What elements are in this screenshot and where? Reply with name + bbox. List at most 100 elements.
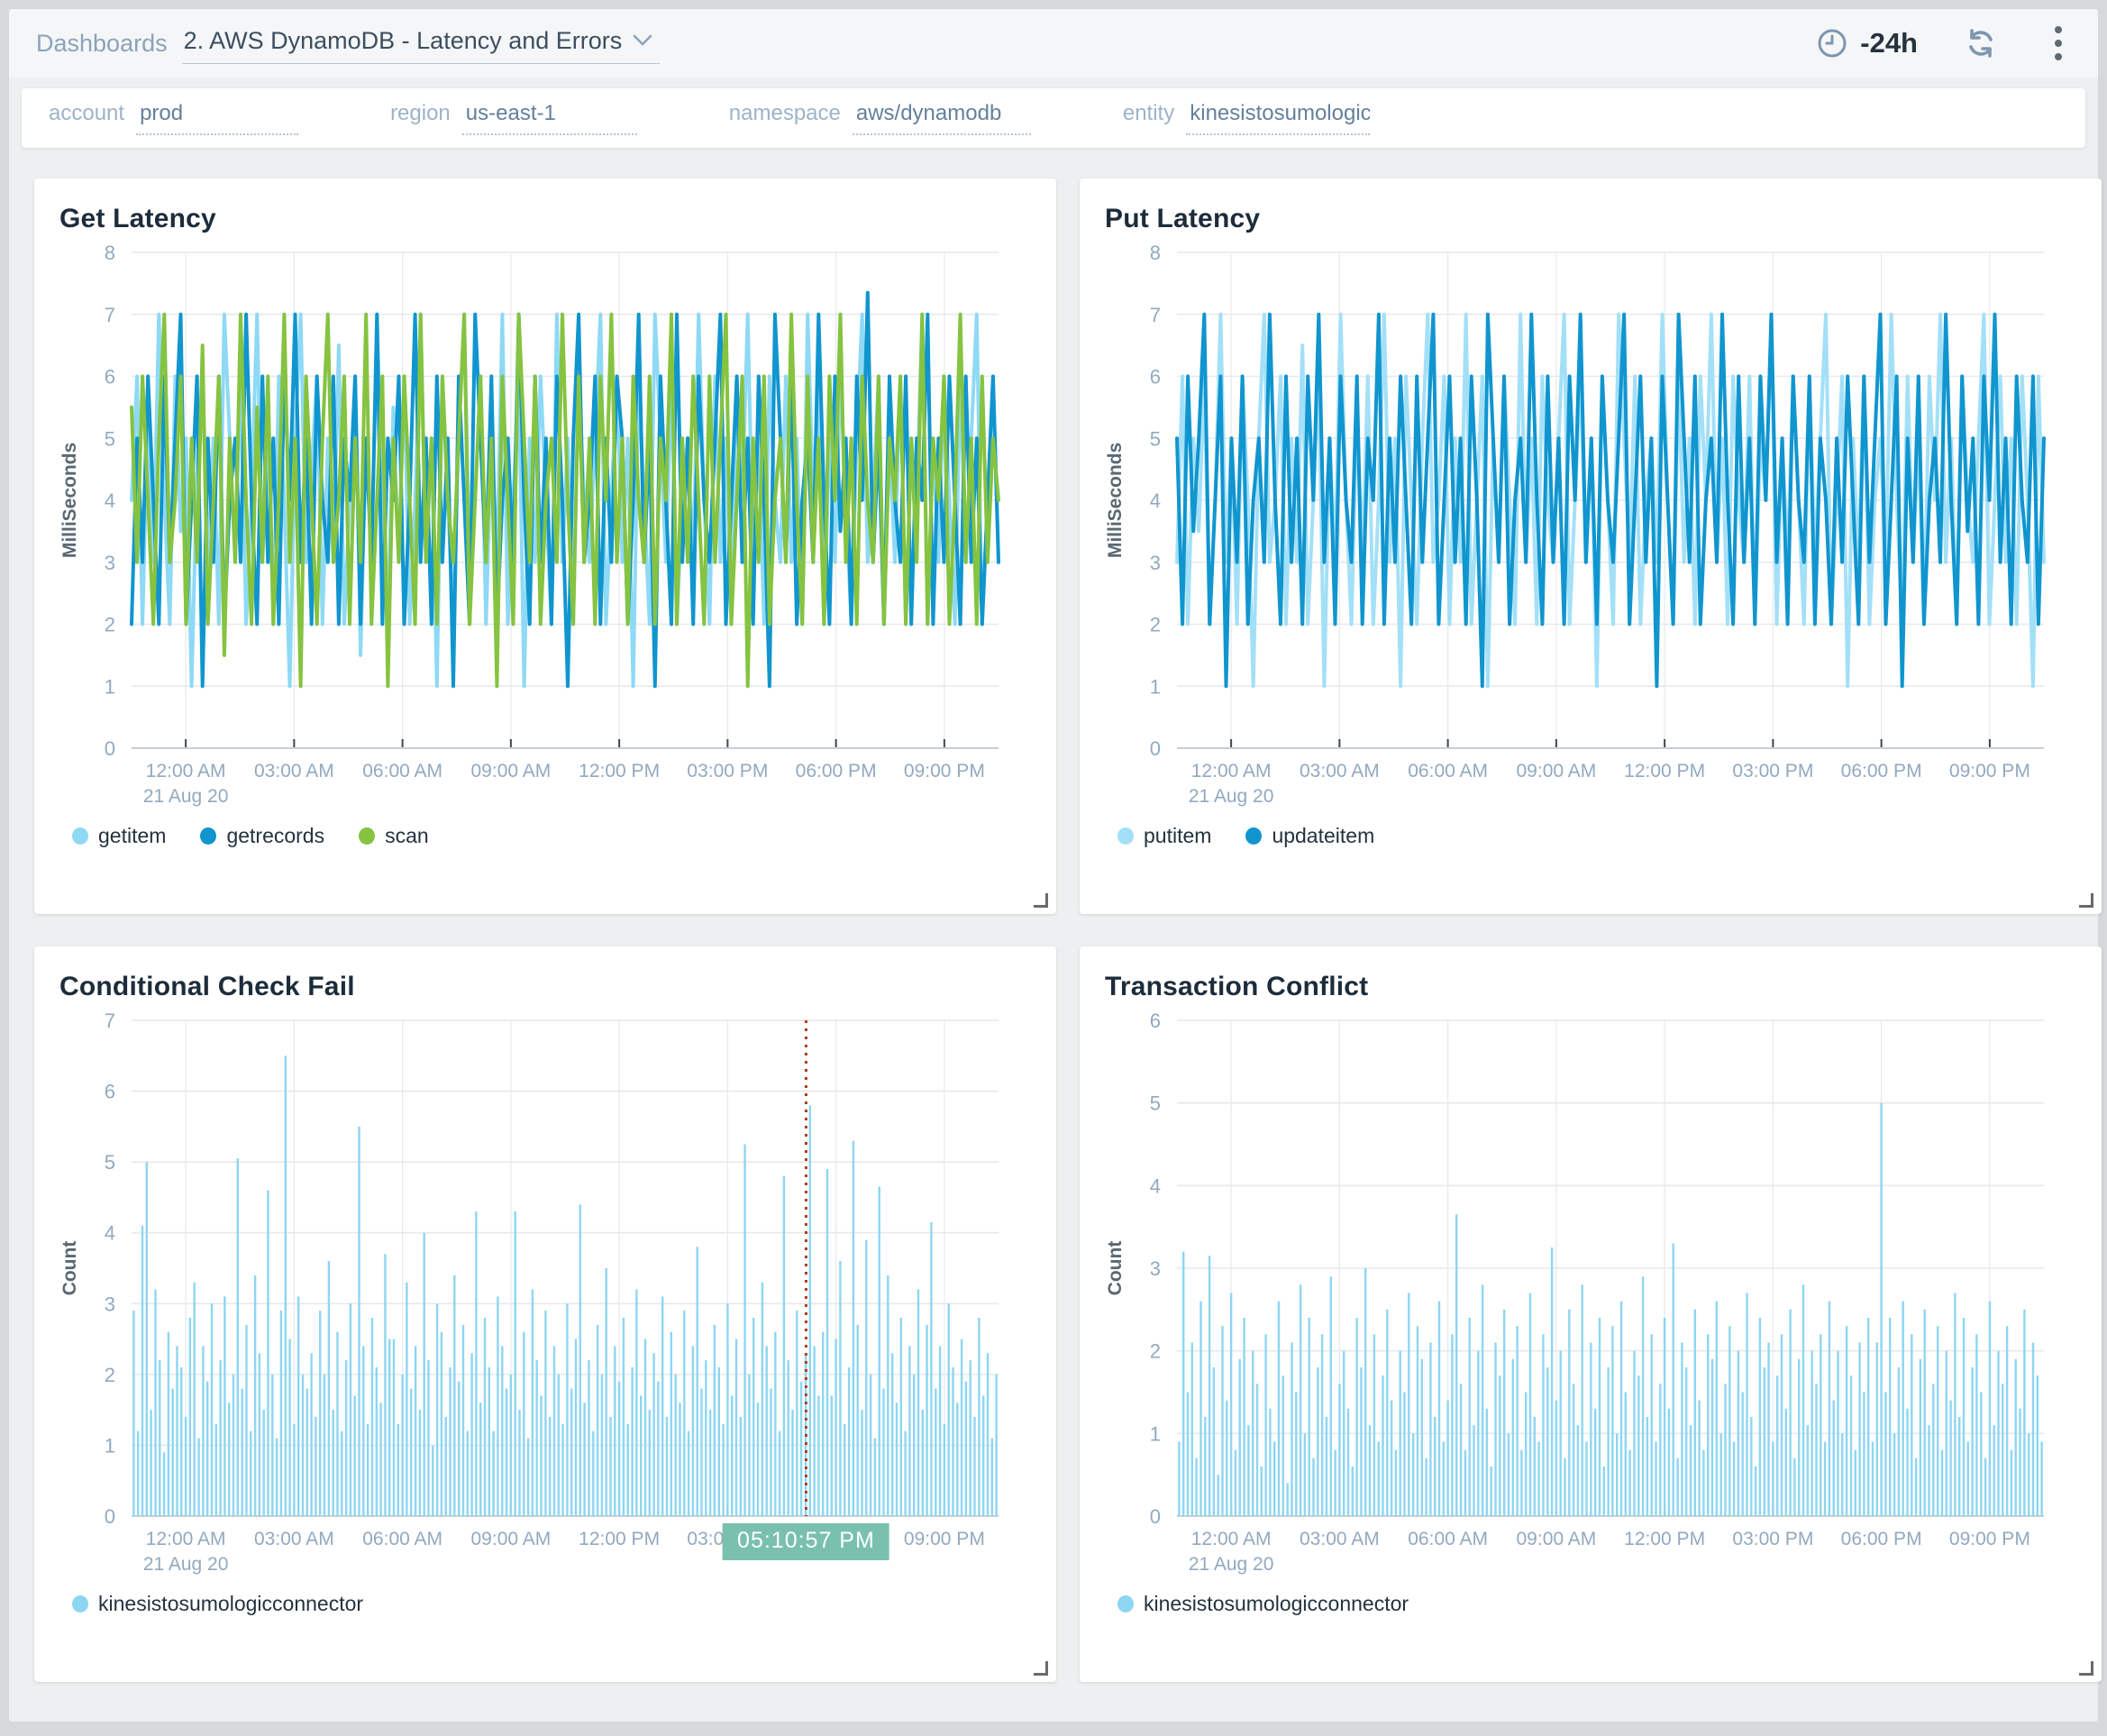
bar-kinesistosumologicconnector [1989,1302,1991,1516]
panel-grid: Get Latency 01234567812:00 AM21 Aug 2003… [9,148,2098,1682]
bar-kinesistosumologicconnector [1546,1367,1548,1516]
bar-kinesistosumologicconnector [1585,1442,1587,1517]
bar-kinesistosumologicconnector [865,1240,867,1516]
x-tick-label: 06:00 PM [1841,1529,1922,1549]
bar-kinesistosumologicconnector [870,1375,871,1516]
bar-kinesistosumologicconnector [515,1211,516,1516]
bar-kinesistosumologicconnector [1564,1458,1565,1516]
panel-resize-handle[interactable] [1034,1661,1048,1676]
panel-resize-handle[interactable] [2079,1661,2093,1676]
dashboard-title-dropdown[interactable]: 2. AWS DynamoDB - Latency and Errors [182,23,661,64]
legend-item-updateitem[interactable]: updateitem [1245,824,1374,848]
x-tick-label: 09:00 PM [904,761,985,781]
bar-kinesistosumologicconnector [1855,1450,1856,1516]
get-latency-plot-area[interactable]: 01234567812:00 AM21 Aug 2003:00 AM06:00 … [54,240,1033,817]
filter-entity: entity kinesistosumologicconn [1123,101,1370,135]
conditional-check-fail-plot-area[interactable]: 0123456712:00 AM21 Aug 2003:00 AM06:00 A… [54,1008,1033,1585]
legend-swatch-icon [72,1595,88,1613]
bar-kinesistosumologicconnector [917,1290,919,1516]
bar-kinesistosumologicconnector [333,1410,334,1516]
bar-kinesistosumologicconnector [661,1296,663,1516]
bar-kinesistosumologicconnector [1772,1442,1774,1517]
put-latency-chart[interactable]: 01234567812:00 AM21 Aug 2003:00 AM06:00 … [1099,240,2082,817]
transaction-conflict-legend: kinesistosumologicconnector [1117,1592,2082,1616]
legend-swatch-icon [1245,827,1262,845]
breadcrumb-dashboards-link[interactable]: Dashboards [36,30,168,58]
bar-kinesistosumologicconnector [1776,1375,1778,1516]
x-tick-label: 03:00 PM [1732,761,1813,781]
legend-item-kinesistosumologicconnector[interactable]: kinesistosumologicconnector [72,1592,363,1616]
refresh-icon[interactable] [1965,27,1997,59]
bar-kinesistosumologicconnector [1620,1302,1622,1516]
time-range-clock-icon[interactable] [1817,28,1847,59]
legend-item-putitem[interactable]: putitem [1117,824,1211,848]
x-tick-label: 12:00 AM [146,761,226,781]
filter-account-value[interactable]: prod [136,101,298,135]
bar-kinesistosumologicconnector [2032,1343,2034,1517]
panel-resize-handle[interactable] [2079,893,2093,908]
bar-kinesistosumologicconnector [848,1367,850,1516]
bar-kinesistosumologicconnector [853,1141,854,1516]
panel-transaction-conflict: Transaction Conflict 012345612:00 AM21 A… [1080,946,2102,1682]
bar-kinesistosumologicconnector [1898,1367,1900,1516]
bar-kinesistosumologicconnector [436,1303,438,1516]
bar-kinesistosumologicconnector [453,1275,455,1516]
bar-kinesistosumologicconnector [263,1410,265,1516]
bar-kinesistosumologicconnector [1187,1393,1189,1517]
bar-kinesistosumologicconnector [1221,1326,1223,1516]
bar-kinesistosumologicconnector [1256,1384,1258,1516]
svg-text:1: 1 [1150,675,1161,698]
bar-kinesistosumologicconnector [141,1226,143,1516]
bar-kinesistosumologicconnector [995,1375,997,1516]
bar-kinesistosumologicconnector [1295,1393,1297,1517]
legend-item-scan[interactable]: scan [359,824,429,848]
svg-text:6: 6 [1150,366,1161,388]
svg-text:21 Aug 20: 21 Aug 20 [143,1554,229,1575]
transaction-conflict-chart[interactable]: 012345612:00 AM21 Aug 2003:00 AM06:00 AM… [1099,1008,2082,1585]
legend-item-kinesistosumologicconnector[interactable]: kinesistosumologicconnector [1117,1592,1409,1616]
bar-kinesistosumologicconnector [1261,1466,1263,1516]
bar-kinesistosumologicconnector [731,1395,733,1516]
bar-kinesistosumologicconnector [1373,1334,1375,1516]
legend-label: kinesistosumologicconnector [98,1592,363,1616]
bar-kinesistosumologicconnector [606,1268,607,1516]
filter-entity-value[interactable]: kinesistosumologicconn [1186,101,1370,135]
get-latency-chart[interactable]: 01234567812:00 AM21 Aug 2003:00 AM06:00 … [54,240,1036,817]
filter-namespace-value[interactable]: aws/dynamodb [853,101,1031,135]
bar-kinesistosumologicconnector [488,1367,490,1516]
panel-title: Put Latency [1105,204,2082,234]
bar-kinesistosumologicconnector [345,1360,347,1516]
bar-kinesistosumologicconnector [683,1311,685,1516]
bar-kinesistosumologicconnector [449,1367,451,1516]
bar-kinesistosumologicconnector [427,1360,429,1516]
bar-kinesistosumologicconnector [1599,1318,1601,1516]
time-range-value[interactable]: -24h [1860,27,1918,59]
bar-kinesistosumologicconnector [388,1339,390,1516]
bar-kinesistosumologicconnector [527,1439,529,1516]
bar-kinesistosumologicconnector [1555,1401,1557,1516]
bar-kinesistosumologicconnector [796,1311,798,1516]
bar-kinesistosumologicconnector [1408,1293,1409,1517]
put-latency-plot-area[interactable]: 01234567812:00 AM21 Aug 2003:00 AM06:00 … [1099,240,2078,817]
bar-kinesistosumologicconnector [1685,1367,1687,1516]
bar-kinesistosumologicconnector [233,1375,234,1516]
panel-resize-handle[interactable] [1034,893,1048,908]
more-options-kebab-icon[interactable] [2049,23,2067,64]
bar-kinesistosumologicconnector [189,1318,191,1516]
bar-kinesistosumologicconnector [644,1339,646,1516]
legend-item-getrecords[interactable]: getrecords [200,824,324,848]
conditional-check-fail-chart[interactable]: 0123456712:00 AM21 Aug 2003:00 AM06:00 A… [54,1008,1036,1585]
bar-kinesistosumologicconnector [1958,1417,1960,1516]
bar-kinesistosumologicconnector [401,1375,403,1516]
transaction-conflict-plot-area[interactable]: 012345612:00 AM21 Aug 2003:00 AM06:00 AM… [1099,1008,2078,1585]
filter-region-value[interactable]: us-east-1 [462,101,637,135]
legend-item-getitem[interactable]: getitem [72,824,166,848]
bar-kinesistosumologicconnector [1429,1343,1431,1517]
bar-kinesistosumologicconnector [752,1318,754,1516]
bar-kinesistosumologicconnector [1218,1475,1219,1516]
bar-kinesistosumologicconnector [367,1424,369,1516]
bar-kinesistosumologicconnector [1633,1351,1635,1516]
page-title: 2. AWS DynamoDB - Latency and Errors [184,27,623,55]
bar-kinesistosumologicconnector [1560,1351,1562,1516]
bar-kinesistosumologicconnector [137,1431,139,1516]
